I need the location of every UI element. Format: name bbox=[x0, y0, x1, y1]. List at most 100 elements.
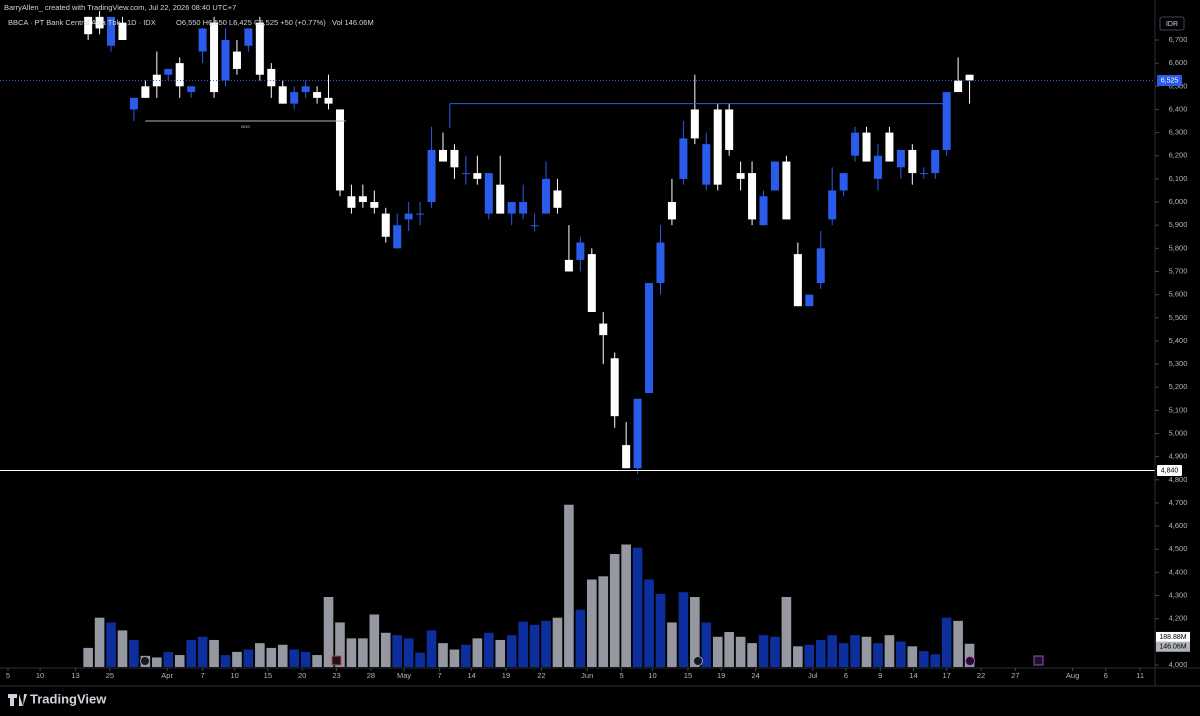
y-tick-label: 6,100 bbox=[1169, 174, 1188, 183]
volume-bar bbox=[415, 652, 425, 667]
price-label: 6,525 bbox=[1161, 77, 1179, 84]
y-tick-label: 4,400 bbox=[1169, 567, 1188, 576]
x-tick-label: 5 bbox=[6, 671, 10, 680]
x-tick-label: Apr bbox=[161, 671, 173, 680]
x-tick-label: 13 bbox=[71, 671, 79, 680]
y-tick-label: 4,800 bbox=[1169, 475, 1188, 484]
candle-body bbox=[610, 358, 619, 417]
candle-body bbox=[461, 173, 470, 175]
candle-body bbox=[290, 92, 299, 104]
volume-header: Vol 146.06M bbox=[332, 18, 374, 27]
x-tick-label: 19 bbox=[502, 671, 510, 680]
volume-bar bbox=[277, 644, 288, 667]
y-tick-label: 4,500 bbox=[1169, 544, 1188, 553]
x-tick-label: 15 bbox=[684, 671, 692, 680]
volume-bar bbox=[884, 635, 895, 667]
volume-bar bbox=[220, 655, 231, 667]
candle-body bbox=[553, 190, 562, 208]
volume-bar bbox=[815, 639, 826, 667]
volume-bar bbox=[838, 643, 849, 667]
volume-bar bbox=[941, 617, 952, 667]
candle-body bbox=[187, 86, 196, 93]
y-tick-label: 4,900 bbox=[1169, 452, 1188, 461]
volume-bar bbox=[346, 638, 357, 667]
event-icon[interactable] bbox=[140, 656, 150, 666]
volume-bar bbox=[495, 639, 506, 667]
x-tick-label: Jun bbox=[581, 671, 593, 680]
volume-bar bbox=[369, 614, 380, 667]
x-tick-label: 17 bbox=[942, 671, 950, 680]
candle-body bbox=[347, 196, 356, 208]
y-tick-label: 5,200 bbox=[1169, 382, 1188, 391]
candle-body bbox=[667, 202, 676, 220]
volume-bar bbox=[793, 646, 803, 667]
volume-bar bbox=[472, 638, 483, 667]
volume-bar bbox=[735, 636, 746, 667]
volume-bar bbox=[644, 579, 654, 667]
candle-body bbox=[816, 248, 825, 284]
candle-body bbox=[862, 132, 871, 162]
x-tick-label: 14 bbox=[467, 671, 475, 680]
candle-body bbox=[381, 213, 390, 237]
volume-bar bbox=[186, 639, 196, 667]
volume-bar bbox=[232, 651, 242, 667]
event-icon[interactable] bbox=[693, 656, 703, 666]
candle-body bbox=[839, 173, 848, 191]
x-tick-label: 14 bbox=[909, 671, 917, 680]
x-tick-label: 6 bbox=[844, 671, 848, 680]
volume-bar bbox=[758, 635, 769, 667]
currency[interactable]: IDR bbox=[1166, 21, 1178, 28]
candle-body bbox=[84, 16, 93, 35]
y-tick-label: 4,000 bbox=[1169, 660, 1188, 669]
candle-body bbox=[255, 22, 264, 75]
volume-bar bbox=[335, 622, 345, 667]
candle-body bbox=[725, 109, 734, 150]
volume-bar bbox=[632, 547, 643, 667]
candle-body bbox=[496, 184, 505, 214]
candle-body bbox=[942, 92, 951, 150]
candle-body bbox=[164, 68, 173, 75]
candle-body bbox=[713, 109, 722, 185]
event-icon[interactable] bbox=[965, 656, 975, 666]
volume-bar bbox=[781, 597, 792, 667]
volume-bar bbox=[461, 644, 471, 667]
x-tick-label: 28 bbox=[367, 671, 375, 680]
x-tick-label: 23 bbox=[332, 671, 340, 680]
candle-body bbox=[576, 242, 585, 260]
y-tick-label: 6,600 bbox=[1169, 58, 1188, 67]
candle-body bbox=[782, 161, 791, 220]
volume-bar bbox=[449, 649, 460, 667]
candle-body bbox=[656, 242, 665, 284]
volume-bar bbox=[724, 632, 734, 667]
candle-body bbox=[324, 97, 333, 104]
candle-body bbox=[232, 51, 241, 69]
volume-bar bbox=[117, 630, 128, 667]
y-tick-label: 6,400 bbox=[1169, 104, 1188, 113]
event-icon[interactable] bbox=[1033, 655, 1044, 666]
event-icon[interactable] bbox=[331, 655, 342, 666]
candle-body bbox=[736, 173, 745, 179]
x-tick-label: 5 bbox=[619, 671, 623, 680]
volume-bar bbox=[438, 643, 448, 667]
y-tick-label: 6,200 bbox=[1169, 151, 1188, 160]
candle-body bbox=[599, 323, 608, 336]
x-tick-label: Aug bbox=[1066, 671, 1079, 680]
volume-bar bbox=[506, 635, 517, 667]
volume-bar bbox=[609, 554, 620, 667]
candle-body bbox=[198, 28, 207, 52]
volume-bar bbox=[827, 635, 838, 667]
candle-body bbox=[770, 161, 779, 191]
y-tick-label: 5,800 bbox=[1169, 243, 1188, 252]
candle-body bbox=[473, 173, 482, 179]
brand-logo bbox=[8, 694, 27, 706]
x-tick-label: 10 bbox=[648, 671, 656, 680]
x-tick-label: 10 bbox=[36, 671, 44, 680]
x-tick-label: 7 bbox=[201, 671, 205, 680]
volume-bar bbox=[529, 624, 540, 667]
candle-body bbox=[427, 149, 436, 203]
currency-box[interactable] bbox=[1159, 16, 1185, 31]
x-tick-label: 20 bbox=[298, 671, 306, 680]
y-tick-label: 6,000 bbox=[1169, 197, 1188, 206]
candle-body bbox=[301, 86, 310, 93]
x-tick-label: 11 bbox=[1136, 671, 1144, 680]
